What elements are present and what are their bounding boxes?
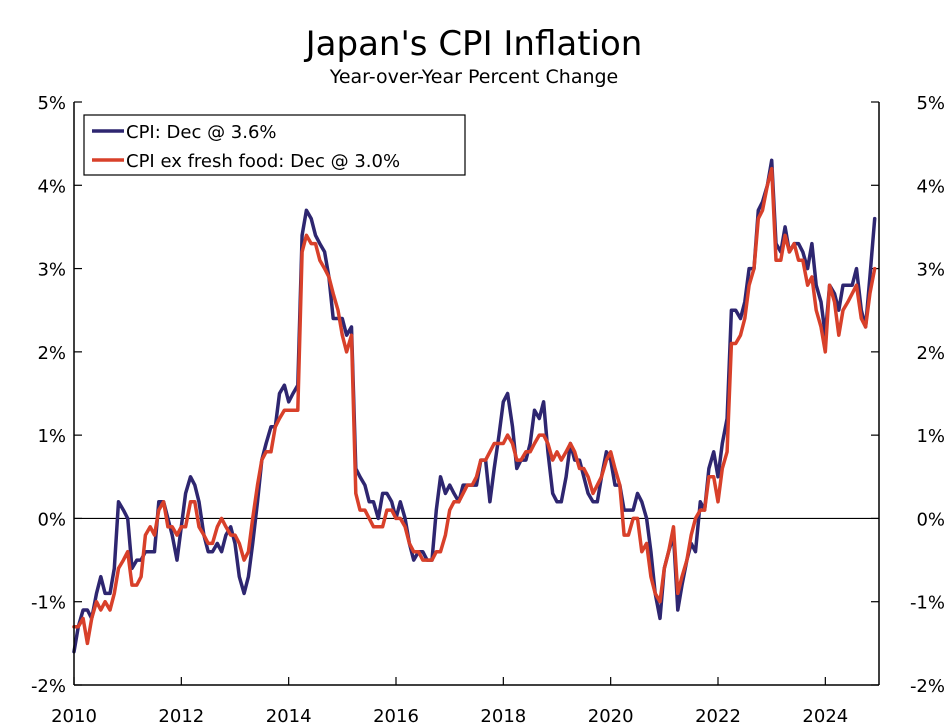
y-tick-right-label: 4%: [916, 176, 945, 197]
x-axis-ticks: 2010 2012 2014 2016 2018 2020 2022 2024: [51, 677, 848, 727]
y-tick-left-label: -1%: [31, 593, 66, 614]
x-tick-label: 2014: [266, 706, 312, 727]
y-tick-right-label: -2%: [910, 676, 945, 697]
chart-title: Japan's CPI Inflation: [304, 24, 643, 64]
y-tick-right-label: 5%: [916, 93, 945, 114]
y-tick-left-label: 3%: [37, 260, 66, 281]
series-line-cpi-ex-fresh-food: [72, 166, 877, 646]
legend: CPI: Dec @ 3.6% CPI ex fresh food: Dec @…: [83, 114, 466, 176]
series-line-cpi: [72, 158, 877, 654]
x-tick-label: 2022: [695, 706, 741, 727]
series-layer: [72, 158, 877, 654]
legend-label-cpi-ex-fresh-food: CPI ex fresh food: Dec @ 3.0%: [126, 151, 400, 172]
y-tick-left-label: 2%: [37, 343, 66, 364]
y-tick-right-label: 3%: [916, 260, 945, 281]
legend-box: [83, 114, 466, 176]
y-tick-right-label: 1%: [916, 426, 945, 447]
x-tick-label: 2016: [373, 706, 419, 727]
y-tick-left-label: 4%: [37, 176, 66, 197]
chart-subtitle: Year-over-Year Percent Change: [329, 66, 619, 88]
y-tick-right-label: 0%: [916, 509, 945, 530]
x-tick-label: 2010: [51, 706, 97, 727]
x-tick-label: 2012: [158, 706, 204, 727]
x-tick-label: 2018: [480, 706, 526, 727]
y-tick-right-label: 2%: [916, 343, 945, 364]
x-tick-label: 2024: [802, 706, 848, 727]
legend-label-cpi: CPI: Dec @ 3.6%: [126, 122, 277, 143]
y-tick-left-label: 1%: [37, 426, 66, 447]
y-tick-right-label: -1%: [910, 593, 945, 614]
x-tick-label: 2020: [588, 706, 634, 727]
left-axis-ticks: 5% 4% 3% 2% 1% 0% -1% -2%: [31, 93, 82, 697]
right-axis-ticks: 5% 4% 3% 2% 1% 0% -1% -2%: [871, 93, 945, 697]
y-tick-left-label: -2%: [31, 676, 66, 697]
y-tick-left-label: 0%: [37, 509, 66, 530]
y-tick-left-label: 5%: [37, 93, 66, 114]
